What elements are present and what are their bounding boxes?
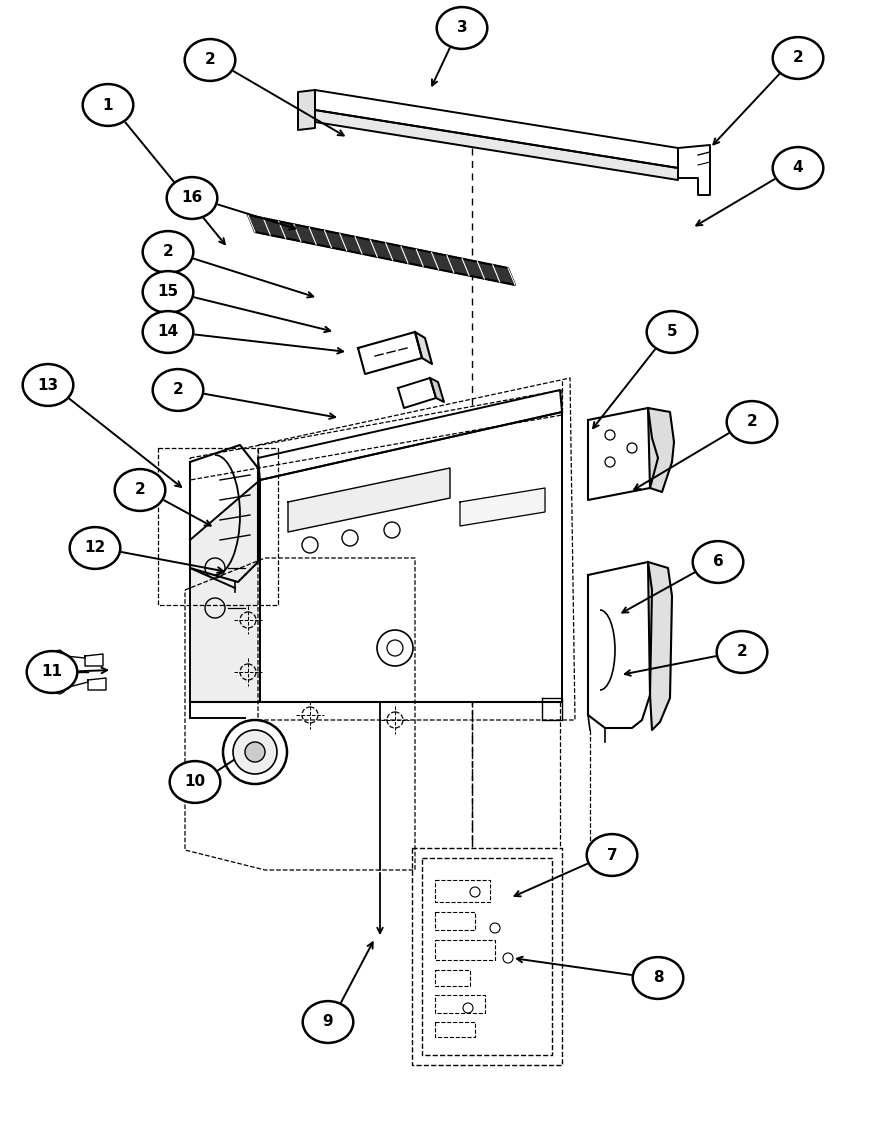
Polygon shape: [358, 332, 422, 374]
Ellipse shape: [303, 1001, 353, 1043]
Ellipse shape: [143, 231, 194, 272]
Polygon shape: [260, 412, 562, 701]
Polygon shape: [542, 698, 562, 720]
Text: 2: 2: [793, 51, 803, 65]
Text: 7: 7: [606, 848, 617, 863]
Text: 1: 1: [103, 98, 114, 113]
Ellipse shape: [83, 84, 133, 126]
Circle shape: [233, 730, 277, 774]
Text: 9: 9: [323, 1015, 334, 1029]
Text: 13: 13: [38, 377, 59, 393]
Polygon shape: [648, 408, 674, 492]
Ellipse shape: [26, 651, 77, 692]
Ellipse shape: [114, 470, 165, 511]
Text: 3: 3: [457, 20, 467, 36]
Polygon shape: [422, 858, 552, 1055]
Text: 15: 15: [158, 285, 179, 300]
Ellipse shape: [716, 631, 767, 673]
Polygon shape: [460, 488, 545, 526]
Text: 12: 12: [84, 540, 106, 555]
Text: 2: 2: [163, 244, 173, 259]
Polygon shape: [53, 683, 64, 694]
Ellipse shape: [143, 271, 194, 313]
Polygon shape: [678, 145, 710, 195]
Circle shape: [245, 742, 265, 762]
Text: 4: 4: [793, 161, 803, 176]
Polygon shape: [88, 678, 106, 690]
Polygon shape: [398, 378, 436, 408]
Polygon shape: [648, 562, 672, 730]
Ellipse shape: [143, 311, 194, 352]
Ellipse shape: [166, 177, 217, 218]
Ellipse shape: [693, 542, 744, 583]
Text: 11: 11: [41, 664, 62, 679]
Text: 2: 2: [135, 483, 145, 498]
Polygon shape: [315, 90, 678, 168]
Polygon shape: [53, 667, 64, 678]
Text: 2: 2: [172, 383, 183, 397]
Polygon shape: [415, 332, 432, 364]
Circle shape: [223, 720, 287, 784]
Polygon shape: [588, 408, 658, 500]
Ellipse shape: [773, 148, 824, 189]
Polygon shape: [190, 480, 260, 701]
Polygon shape: [85, 654, 103, 665]
Text: 2: 2: [737, 644, 747, 660]
Ellipse shape: [773, 37, 824, 79]
Polygon shape: [258, 390, 562, 480]
Text: 14: 14: [158, 324, 179, 340]
Text: 5: 5: [667, 324, 678, 340]
Polygon shape: [315, 110, 678, 180]
Polygon shape: [190, 445, 258, 582]
Text: 2: 2: [746, 414, 758, 429]
Polygon shape: [588, 562, 652, 729]
Ellipse shape: [633, 957, 683, 999]
Polygon shape: [412, 848, 562, 1065]
Ellipse shape: [587, 834, 637, 876]
Polygon shape: [298, 90, 315, 129]
Ellipse shape: [170, 761, 220, 803]
Polygon shape: [53, 650, 64, 661]
Text: 8: 8: [653, 971, 664, 985]
Ellipse shape: [153, 369, 203, 411]
Ellipse shape: [70, 527, 121, 569]
Text: 10: 10: [185, 775, 206, 789]
Text: 6: 6: [713, 554, 723, 570]
Ellipse shape: [647, 311, 697, 352]
Ellipse shape: [436, 7, 488, 48]
Polygon shape: [288, 468, 450, 531]
Polygon shape: [430, 378, 444, 402]
Ellipse shape: [727, 401, 777, 443]
Ellipse shape: [23, 364, 73, 405]
Polygon shape: [248, 215, 515, 285]
Text: 2: 2: [205, 53, 216, 68]
Ellipse shape: [185, 39, 235, 81]
Text: 16: 16: [181, 190, 202, 206]
